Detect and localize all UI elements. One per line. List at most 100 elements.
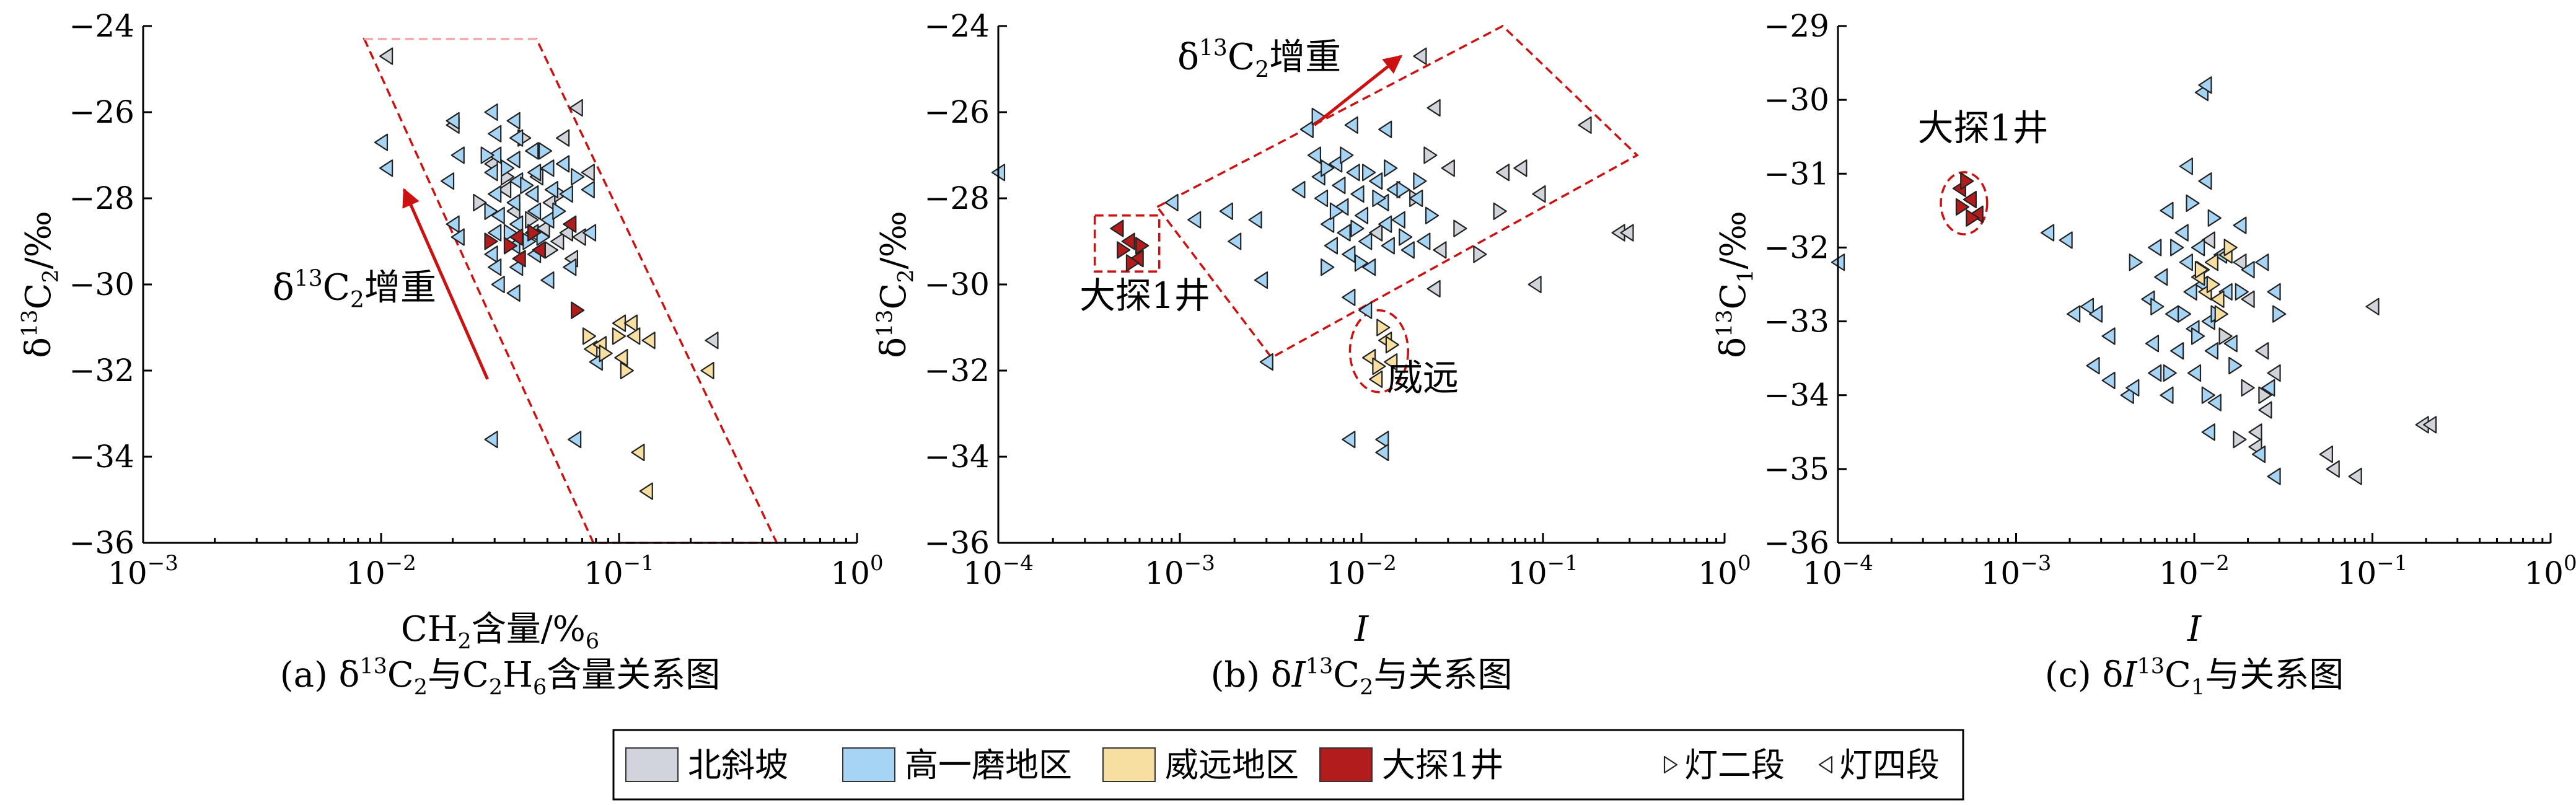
data-point-deng4 <box>484 245 498 263</box>
x-tick-label: 10−1 <box>1508 551 1578 591</box>
legend-label: 北斜坡 <box>688 746 788 785</box>
data-point-deng2 <box>500 159 515 177</box>
data-point-deng2 <box>1473 245 1487 263</box>
data-point-deng4 <box>2148 364 2162 382</box>
y-tick-label: −36 <box>69 525 134 561</box>
data-point-deng2 <box>1493 202 1507 220</box>
data-point-deng4 <box>623 314 638 332</box>
data-point-deng4 <box>1110 219 1124 237</box>
envelope-0 <box>1155 24 1639 359</box>
data-point-deng4 <box>2319 445 2333 464</box>
data-point-deng4 <box>1378 215 1392 233</box>
data-point-deng2 <box>1321 258 1335 276</box>
data-point-deng4 <box>2223 335 2238 353</box>
data-point-deng2 <box>582 327 597 345</box>
x-axis-label: I <box>1354 609 1369 649</box>
data-point-deng4 <box>2267 283 2281 301</box>
data-point-deng4 <box>488 146 502 164</box>
data-point-deng4 <box>1362 349 1376 367</box>
data-point-deng4 <box>563 258 577 276</box>
highlight-ellipse-0 <box>1348 309 1410 394</box>
data-point-deng4 <box>569 99 583 117</box>
y-tick-label: −28 <box>924 180 990 216</box>
data-point-deng4 <box>2179 157 2193 175</box>
x-tick-label: 100 <box>2524 551 2576 591</box>
data-point-deng4 <box>1337 224 1351 242</box>
annotation: δ13C2增重 <box>273 266 436 313</box>
y-tick-label: −24 <box>69 8 134 44</box>
y-tick-label: −34 <box>924 439 990 475</box>
data-point-deng2 <box>2150 297 2165 315</box>
y-tick-label: −34 <box>69 439 134 475</box>
data-point-deng4 <box>626 327 641 345</box>
y-axis-label: δ13C2/‰ <box>873 211 919 358</box>
data-point-deng2 <box>2233 431 2247 449</box>
y-tick-label: −34 <box>1764 377 1829 413</box>
data-point-deng4 <box>2218 283 2233 301</box>
data-point-deng4 <box>2160 201 2174 219</box>
y-tick-label: −35 <box>1764 451 1829 487</box>
data-point-deng4 <box>491 206 505 224</box>
data-point-deng4 <box>2255 342 2269 360</box>
legend-box <box>612 729 1964 801</box>
annotation: 大探1井 <box>1079 275 1210 317</box>
data-point-deng4 <box>1291 181 1306 199</box>
trend-arrow <box>402 188 489 380</box>
data-point-deng4 <box>2179 253 2193 271</box>
data-point-deng4 <box>572 228 586 246</box>
data-point-deng4 <box>488 185 502 203</box>
data-point-deng4 <box>1329 155 1343 173</box>
data-point-deng4 <box>581 164 595 182</box>
legend-label: 灯二段 <box>1684 746 1785 785</box>
data-point-deng2 <box>538 142 553 160</box>
data-point-deng2 <box>2194 261 2209 279</box>
legend-swatch <box>1102 747 1156 782</box>
data-point-deng4 <box>1299 120 1314 138</box>
data-point-deng2 <box>1396 181 1410 199</box>
data-point-deng2 <box>2201 386 2215 404</box>
data-point-deng4 <box>2204 342 2218 360</box>
data-point-deng4 <box>2154 268 2168 286</box>
data-point-deng4 <box>1314 189 1329 208</box>
data-point-deng4 <box>506 151 521 169</box>
data-point-deng4 <box>2251 445 2266 464</box>
x-tick-label: 10−1 <box>2337 551 2408 591</box>
data-point-deng4 <box>1433 241 1447 259</box>
data-point-deng4 <box>1369 224 1383 242</box>
trend-arrow <box>1313 55 1403 126</box>
data-point-deng4 <box>2241 261 2255 279</box>
y-tick-label: −33 <box>1764 304 1829 340</box>
data-point-deng2 <box>2228 356 2243 375</box>
panel-caption: (b) δI13C2与关系图 <box>1211 654 1513 700</box>
annotation: 威远 <box>1387 356 1459 398</box>
x-tick-label: 10−2 <box>2159 551 2230 591</box>
data-point-deng2 <box>1362 164 1376 182</box>
data-point-deng2 <box>1955 198 1970 216</box>
data-point-deng4 <box>525 185 539 203</box>
data-point-deng4 <box>568 431 582 449</box>
data-point-deng2 <box>527 224 542 242</box>
data-point-deng4 <box>374 133 389 151</box>
data-point-deng4 <box>1413 47 1427 65</box>
data-point-deng2 <box>2163 364 2177 382</box>
data-point-deng4 <box>506 193 521 212</box>
annotation: 大探1井 <box>1918 107 2049 149</box>
data-point-deng4 <box>2041 224 2055 242</box>
data-point-deng4 <box>2198 172 2212 190</box>
legend-swatch <box>1319 747 1373 782</box>
data-point-deng4 <box>525 142 539 160</box>
data-point-deng4 <box>631 443 645 462</box>
data-point-deng4 <box>1417 232 1431 250</box>
data-point-deng2 <box>2206 275 2220 294</box>
data-point-deng4 <box>1187 211 1202 229</box>
data-point-deng4 <box>2183 283 2197 301</box>
y-tick-label: −29 <box>1764 8 1829 44</box>
data-point-deng4 <box>1164 193 1179 212</box>
y-tick-label: −32 <box>1764 229 1829 265</box>
data-point-deng4 <box>2198 76 2212 94</box>
data-point-deng4 <box>1321 215 1335 233</box>
highlight-ellipse-0 <box>1940 171 1989 235</box>
data-point-deng4 <box>1513 159 1528 177</box>
